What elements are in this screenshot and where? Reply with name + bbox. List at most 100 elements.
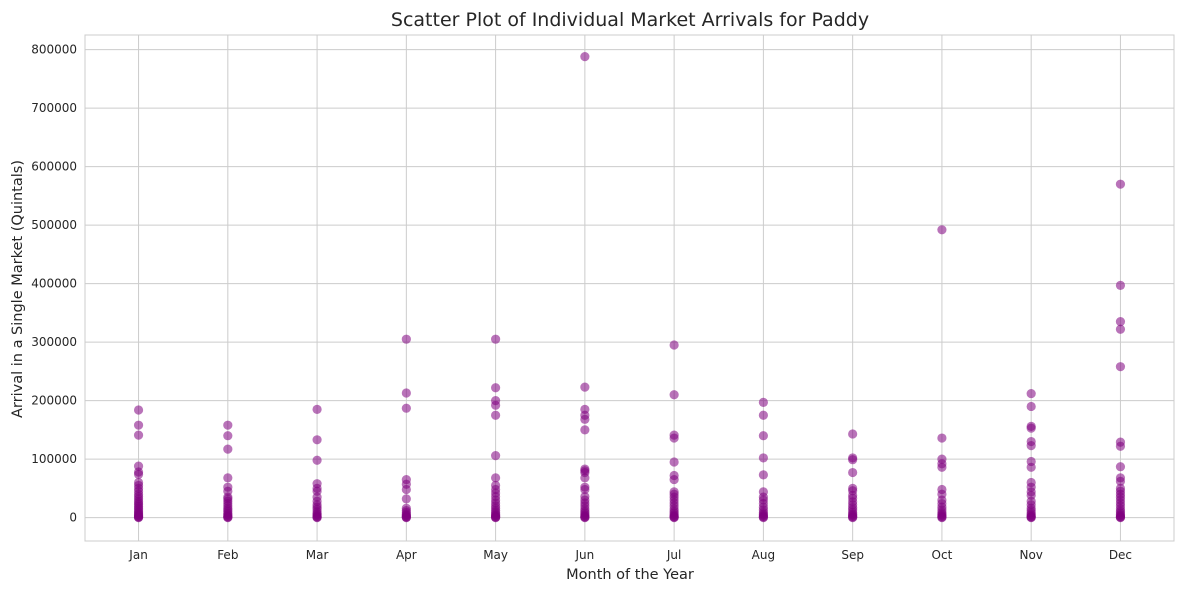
data-point <box>1115 513 1126 523</box>
y-tick-labels: 0 100000 200000 300000 400000 500000 600000 700… <box>31 43 77 525</box>
chart-title: Scatter Plot of Individual Market Arriva… <box>391 9 869 31</box>
data-point <box>848 467 858 478</box>
x-tick-labels: Jan Feb Mar Apr May Jun Jul Aug Sep Oct Nov Dec <box>128 548 1132 562</box>
data-point <box>937 513 947 523</box>
data-point <box>758 431 768 441</box>
data-point <box>580 473 590 483</box>
data-point <box>758 470 768 480</box>
data-point <box>669 390 679 400</box>
data-point <box>401 494 411 504</box>
data-point <box>491 513 501 523</box>
data-point <box>491 383 501 393</box>
data-point <box>401 484 411 495</box>
data-point <box>133 430 144 440</box>
data-point <box>937 462 947 472</box>
data-point <box>580 425 590 435</box>
data-point <box>1026 441 1036 451</box>
data-point <box>669 340 679 350</box>
data-point <box>312 404 322 414</box>
data-point <box>669 513 679 523</box>
x-tick-label: Sep <box>841 548 864 562</box>
data-point <box>223 473 233 483</box>
data-point <box>401 513 411 523</box>
data-point <box>491 334 501 344</box>
y-tick-label: 100000 <box>31 452 77 466</box>
y-tick-label: 500000 <box>31 218 77 232</box>
data-point <box>491 410 501 420</box>
data-point <box>223 431 233 441</box>
data-point <box>848 455 858 465</box>
data-point <box>1026 388 1036 399</box>
data-point <box>1115 179 1126 189</box>
data-point <box>1026 513 1036 523</box>
data-point <box>580 484 590 495</box>
data-point <box>1115 324 1126 334</box>
data-point <box>133 469 144 479</box>
data-point <box>580 382 590 392</box>
data-point <box>1115 317 1126 327</box>
data-point <box>133 405 144 415</box>
data-point <box>1026 423 1036 433</box>
y-tick-label: 300000 <box>31 335 77 349</box>
data-point <box>1115 362 1126 372</box>
x-tick-label: Mar <box>306 548 329 562</box>
plot-frame <box>84 34 1175 542</box>
data-point <box>669 474 679 485</box>
data-point <box>1115 476 1126 486</box>
x-tick-label: Apr <box>396 548 417 562</box>
x-tick-label: Oct <box>932 548 953 562</box>
y-tick-label: 800000 <box>31 43 77 57</box>
data-point <box>401 403 411 413</box>
points-layer <box>133 52 1126 523</box>
data-point <box>758 513 768 523</box>
x-tick-label: Feb <box>217 548 238 562</box>
data-point <box>580 414 590 424</box>
x-tick-label: Nov <box>1019 548 1042 562</box>
x-tick-label: May <box>483 548 508 562</box>
data-point <box>312 435 322 445</box>
data-point <box>312 513 322 523</box>
data-point <box>669 457 679 467</box>
y-tick-label: 600000 <box>31 160 77 174</box>
data-point <box>312 455 322 465</box>
data-point <box>1115 280 1126 290</box>
data-point <box>848 513 858 523</box>
data-point <box>401 388 411 398</box>
grid-layer <box>85 35 1174 541</box>
data-point <box>1115 441 1126 451</box>
data-point <box>223 513 233 523</box>
x-tick-label: Dec <box>1109 548 1132 562</box>
x-axis-label: Month of the Year <box>566 567 694 583</box>
data-point <box>580 52 590 62</box>
data-point <box>133 513 144 523</box>
data-point <box>937 433 947 443</box>
data-point <box>1026 401 1036 412</box>
data-point <box>223 444 233 454</box>
x-tick-label: Jan <box>128 548 148 562</box>
data-point <box>491 473 501 483</box>
data-point <box>669 433 679 443</box>
data-point <box>848 429 858 439</box>
data-point <box>491 400 501 410</box>
data-point <box>491 450 501 461</box>
data-point <box>758 453 768 463</box>
data-point <box>223 420 233 430</box>
data-point <box>758 410 768 420</box>
data-point <box>1026 462 1036 472</box>
x-tick-label: Jun <box>574 548 594 562</box>
data-point <box>1115 462 1126 472</box>
y-axis-label: Arrival in a Single Market (Quintals) <box>10 160 26 418</box>
y-tick-label: 700000 <box>31 101 77 115</box>
data-point <box>580 513 590 523</box>
data-point <box>133 420 144 430</box>
data-point <box>401 334 411 344</box>
data-point <box>937 225 947 235</box>
y-tick-label: 200000 <box>31 394 77 408</box>
y-tick-label: 0 <box>69 511 77 525</box>
x-tick-label: Jul <box>666 548 681 562</box>
data-point <box>758 397 768 407</box>
y-tick-label: 400000 <box>31 277 77 291</box>
x-tick-label: Aug <box>752 548 775 562</box>
